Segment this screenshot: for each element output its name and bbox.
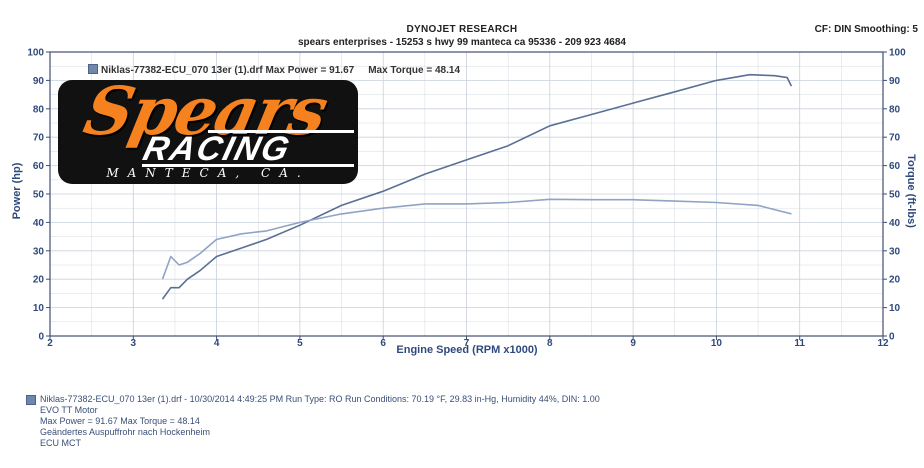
x-tick-label: 2: [47, 338, 53, 349]
chart-title: DYNOJET RESEARCH: [406, 24, 518, 35]
y-tick-label-left: 60: [33, 161, 45, 172]
y-tick-label-right: 10: [889, 303, 901, 314]
legend-file: Niklas-77382-ECU_070 13er (1).drf Max Po…: [101, 65, 355, 76]
y-tick-label-left: 0: [38, 332, 44, 343]
logo-racing: RACING: [139, 130, 295, 168]
y-tick-label-left: 30: [33, 246, 45, 257]
y-tick-label-right: 60: [889, 161, 901, 172]
y-tick-label-left: 10: [33, 303, 45, 314]
series-line-power: [161, 73, 793, 300]
legend-swatch: [88, 64, 98, 74]
x-tick-label: 3: [131, 338, 137, 349]
series-line-torque: [161, 198, 792, 280]
logo-stripe: [208, 130, 354, 133]
logo-stripe: [142, 164, 354, 167]
y-tick-label-right: 50: [889, 190, 901, 201]
logo-manteca: MANTECA, CA.: [106, 166, 310, 180]
chart-subtitle: spears enterprises - 15253 s hwy 99 mant…: [297, 37, 626, 48]
legend-max-torque: Max Torque = 48.14: [368, 65, 460, 76]
x-tick-label: 5: [297, 338, 303, 349]
x-tick-label: 12: [877, 338, 889, 349]
ecu-note: ECU MCT: [40, 438, 81, 448]
y-tick-label-right: 70: [889, 133, 901, 144]
y-tick-label-left: 90: [33, 76, 45, 87]
y-tick-label-right: 0: [889, 332, 895, 343]
y-tick-label-right: 40: [889, 218, 901, 229]
x-tick-label: 7: [464, 338, 470, 349]
x-tick-label: 11: [794, 338, 805, 349]
y-tick-label-right: 30: [889, 246, 901, 257]
x-tick-label: 10: [711, 338, 723, 349]
run-details: Niklas-77382-ECU_070 13er (1).drf - 10/3…: [40, 394, 600, 404]
y-tick-label-left: 50: [33, 190, 45, 201]
x-tick-label: 8: [547, 338, 553, 349]
y-tick-label-right: 100: [889, 48, 906, 59]
y-tick-label-left: 70: [33, 133, 45, 144]
legend: Niklas-77382-ECU_070 13er (1).drf Max Po…: [88, 64, 460, 76]
y-axis-right-label: Torque (ft-lbs): [905, 154, 917, 228]
footer-swatch: [26, 395, 36, 405]
spears-racing-logo: Spears RACING MANTECA, CA.: [58, 80, 358, 184]
exhaust-note: Geändertes Auspuffrohr nach Hockenheim: [40, 427, 210, 437]
series-layer: [161, 73, 793, 300]
y-tick-label-left: 100: [27, 48, 44, 59]
x-axis-label: Engine Speed (RPM x1000): [396, 344, 538, 356]
x-tick-label: 9: [630, 338, 636, 349]
y-tick-label-left: 40: [33, 218, 45, 229]
y-tick-label-right: 80: [889, 104, 901, 115]
x-tick-label: 4: [214, 338, 220, 349]
correction-factor-info: CF: DIN Smoothing: 5: [814, 24, 918, 35]
max-values: Max Power = 91.67 Max Torque = 48.14: [40, 416, 200, 426]
y-tick-label-right: 20: [889, 275, 901, 286]
x-tick-label: 6: [380, 338, 386, 349]
y-tick-label-right: 90: [889, 76, 901, 87]
y-tick-label-left: 20: [33, 275, 45, 286]
y-tick-label-left: 80: [33, 104, 45, 115]
motor-note: EVO TT Motor: [40, 405, 98, 415]
y-axis-left-label: Power (hp): [11, 162, 23, 219]
